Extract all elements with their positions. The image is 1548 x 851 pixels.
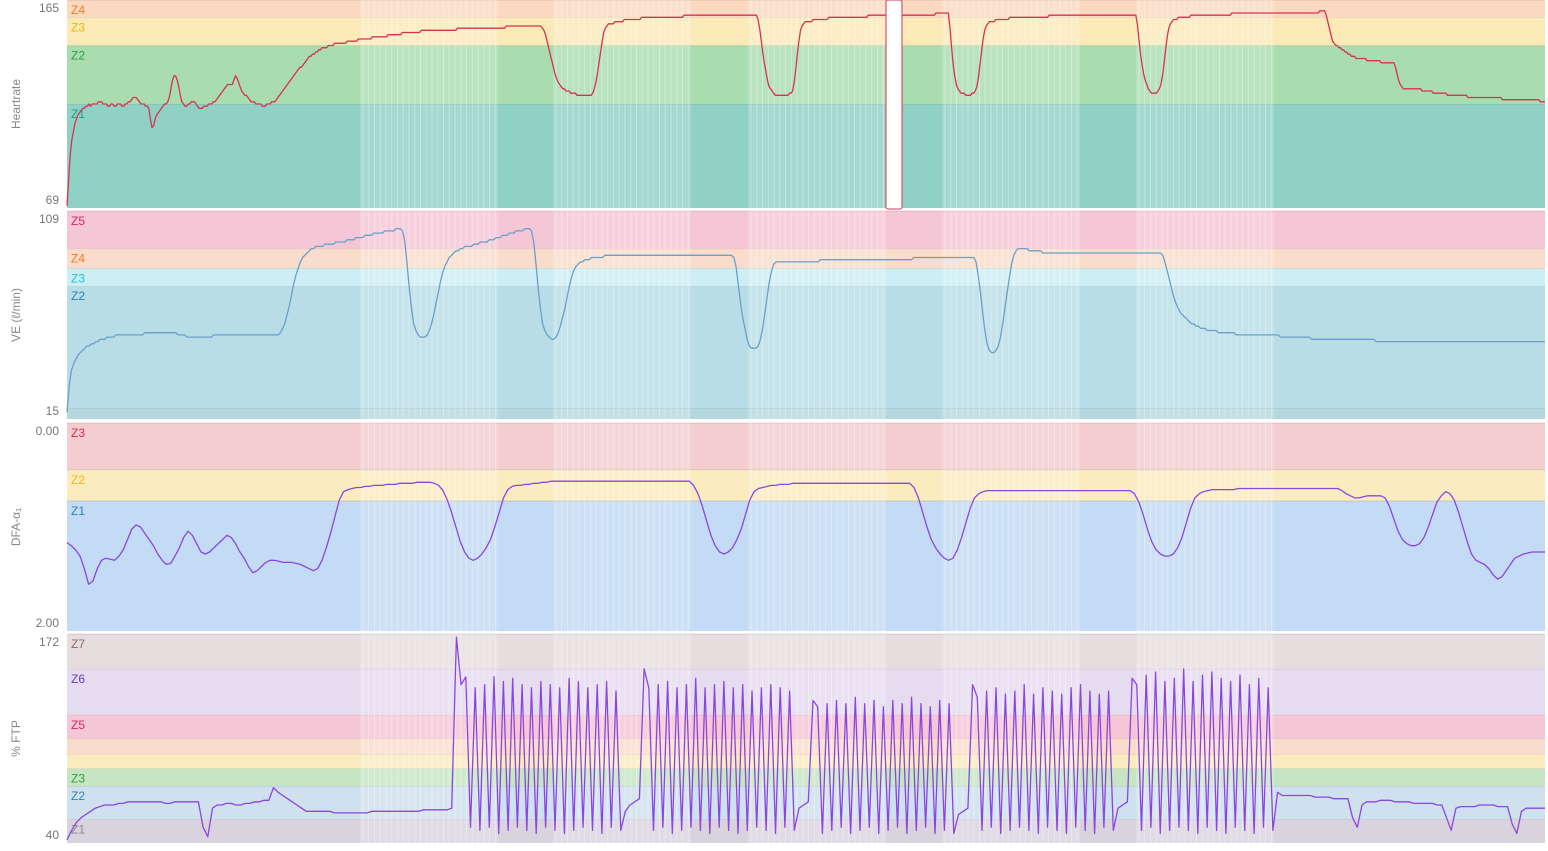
zone-band bbox=[67, 0, 1545, 18]
interval-shade bbox=[942, 0, 1080, 208]
zone-band bbox=[67, 768, 1545, 786]
axis-label: % FTP bbox=[9, 720, 23, 757]
zone-band bbox=[67, 104, 1545, 208]
interval-shade bbox=[942, 211, 1080, 419]
interval-shade bbox=[553, 423, 691, 631]
zone-band bbox=[67, 668, 1545, 715]
zone-label: Z4 bbox=[71, 252, 85, 266]
zone-label: Z6 bbox=[71, 672, 85, 686]
series-line bbox=[66, 636, 1545, 841]
zone-label: Z3 bbox=[71, 426, 85, 440]
zone-band bbox=[67, 738, 1545, 755]
zone-band bbox=[67, 286, 1545, 408]
interval-shade bbox=[1136, 0, 1274, 208]
panel-2: Z2 Z3 Z4 Z5 109 15 VE (ℓ/min) bbox=[9, 210, 1545, 419]
interval-shade bbox=[360, 211, 498, 419]
tick-label-top: 172 bbox=[39, 635, 59, 649]
axis-label: VE (ℓ/min) bbox=[9, 288, 23, 342]
interval-shade bbox=[1136, 211, 1274, 419]
zone-band bbox=[67, 407, 1545, 419]
series-line bbox=[66, 10, 1545, 206]
zone-label: Z2 bbox=[71, 789, 85, 803]
tick-label-bottom: 2.00 bbox=[36, 616, 60, 630]
panel-3: Z3 Z2 Z1 0.00 2.00 DFA-α₁ bbox=[9, 422, 1545, 631]
zone-label: Z3 bbox=[71, 272, 85, 286]
zone-band bbox=[67, 211, 1545, 249]
tick-label-bottom: 69 bbox=[46, 193, 60, 207]
selection-marker bbox=[885, 0, 903, 210]
zone-band bbox=[67, 819, 1545, 843]
interval-shade bbox=[748, 423, 886, 631]
zone-band bbox=[67, 469, 1545, 501]
zone-band bbox=[67, 634, 1545, 669]
interval-shade bbox=[360, 0, 498, 208]
tick-label-top: 109 bbox=[39, 212, 59, 226]
zone-label: Z7 bbox=[71, 637, 85, 651]
interval-shade bbox=[748, 0, 886, 208]
series-line bbox=[66, 228, 1545, 413]
tick-label-bottom: 40 bbox=[46, 828, 60, 842]
zone-label: Z1 bbox=[71, 504, 85, 518]
zone-label: Z2 bbox=[71, 289, 85, 303]
tick-label-top: 0.00 bbox=[36, 424, 60, 438]
interval-shade bbox=[1136, 423, 1274, 631]
zone-band bbox=[67, 501, 1545, 631]
zone-label: Z1 bbox=[71, 822, 85, 836]
interval-shade bbox=[360, 634, 498, 843]
interval-shade bbox=[553, 0, 691, 208]
zone-band bbox=[67, 248, 1545, 269]
zone-label: Z3 bbox=[71, 772, 85, 786]
zone-band bbox=[67, 754, 1545, 769]
panel-4: Z1 Z2 Z3 Z5 Z6 Z7 172 40 % FTP bbox=[9, 633, 1545, 843]
zone-label: Z2 bbox=[71, 473, 85, 487]
zone-band bbox=[67, 45, 1545, 104]
axis-label: Heartrate bbox=[9, 79, 23, 129]
interval-shade bbox=[360, 423, 498, 631]
interval-shade bbox=[553, 211, 691, 419]
zone-label: Z2 bbox=[71, 49, 85, 63]
zone-band bbox=[67, 268, 1545, 287]
interval-shade bbox=[748, 211, 886, 419]
tick-label-top: 165 bbox=[39, 1, 59, 15]
zone-label: Z3 bbox=[71, 20, 85, 34]
zone-label: Z5 bbox=[71, 214, 85, 228]
tick-label-bottom: 15 bbox=[46, 404, 60, 418]
zone-label: Z4 bbox=[71, 3, 85, 17]
series-line bbox=[66, 480, 1545, 585]
axis-label: DFA-α₁ bbox=[9, 508, 23, 546]
zone-label: Z5 bbox=[71, 718, 85, 732]
zone-band bbox=[67, 423, 1545, 470]
